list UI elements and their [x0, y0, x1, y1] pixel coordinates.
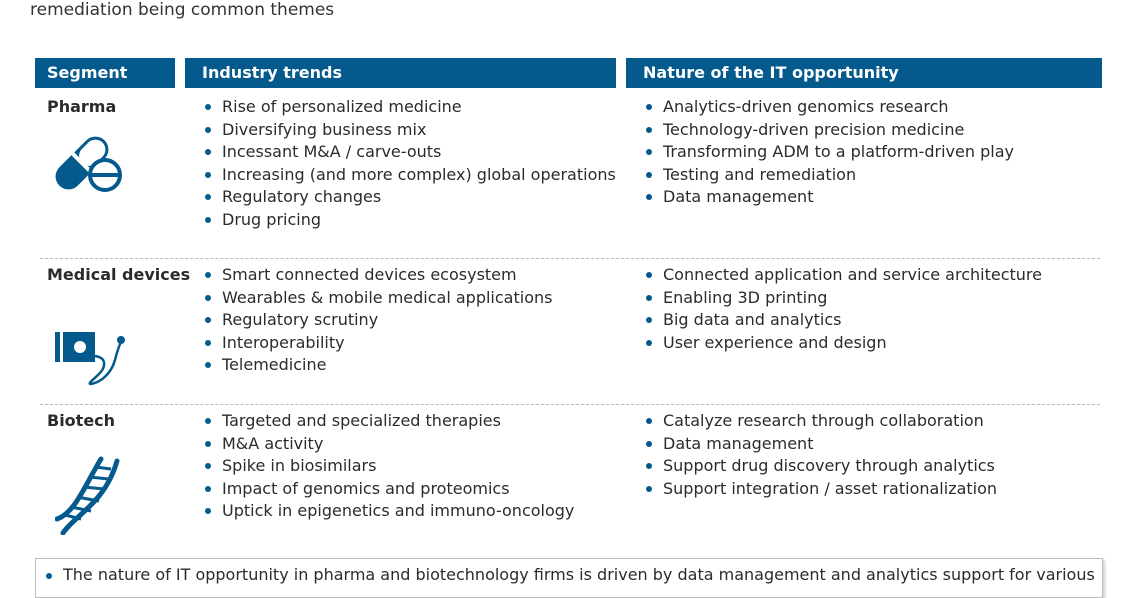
biotech-opportunities-list: Catalyze research through collaboration …: [644, 410, 997, 500]
row-divider: [40, 258, 1100, 259]
intro-text: remediation being common themes: [30, 0, 335, 20]
list-item: Enabling 3D printing: [644, 287, 1042, 310]
list-item: Support drug discovery through analytics: [644, 455, 997, 478]
list-item: M&A activity: [203, 433, 574, 456]
pharma-trends-list: Rise of personalized medicine Diversifyi…: [203, 96, 616, 231]
list-item: Smart connected devices ecosystem: [203, 264, 552, 287]
list-item: Interoperability: [203, 332, 552, 355]
list-item: Connected application and service archit…: [644, 264, 1042, 287]
list-item: Wearables & mobile medical applications: [203, 287, 552, 310]
segment-medical-devices: Medical devices: [47, 265, 191, 284]
list-item: Regulatory scrutiny: [203, 309, 552, 332]
segment-biotech: Biotech: [47, 411, 116, 430]
list-item: Increasing (and more complex) global ope…: [203, 164, 616, 187]
footnote-text: The nature of IT opportunity in pharma a…: [63, 565, 1095, 584]
list-item: Uptick in epigenetics and immuno-oncolog…: [203, 500, 574, 523]
list-item: Testing and remediation: [644, 164, 1014, 187]
list-item: Drug pricing: [203, 209, 616, 232]
header-industry-trends: Industry trends: [185, 58, 616, 88]
list-item: Telemedicine: [203, 354, 552, 377]
list-item: Rise of personalized medicine: [203, 96, 616, 119]
list-item: Data management: [644, 433, 997, 456]
list-item: User experience and design: [644, 332, 1042, 355]
list-item: Impact of genomics and proteomics: [203, 478, 574, 501]
list-item: Catalyze research through collaboration: [644, 410, 997, 433]
biotech-trends-list: Targeted and specialized therapies M&A a…: [203, 410, 574, 523]
list-item: Transforming ADM to a platform-driven pl…: [644, 141, 1014, 164]
header-segment: Segment: [35, 58, 175, 88]
dna-helix-icon: [54, 455, 125, 539]
list-item: Support integration / asset rationalizat…: [644, 478, 997, 501]
list-item: Regulatory changes: [203, 186, 616, 209]
list-item: Analytics-driven genomics research: [644, 96, 1014, 119]
footnote-box: The nature of IT opportunity in pharma a…: [35, 558, 1103, 598]
list-item: Data management: [644, 186, 1014, 209]
bullet-icon: [46, 573, 52, 579]
medical-devices-trends-list: Smart connected devices ecosystem Wearab…: [203, 264, 552, 377]
header-it-opportunity: Nature of the IT opportunity: [626, 58, 1102, 88]
list-item: Spike in biosimilars: [203, 455, 574, 478]
list-item: Technology-driven precision medicine: [644, 119, 1014, 142]
medical-devices-opportunities-list: Connected application and service archit…: [644, 264, 1042, 354]
segment-pharma: Pharma: [47, 97, 117, 116]
list-item: Incessant M&A / carve-outs: [203, 141, 616, 164]
list-item: Big data and analytics: [644, 309, 1042, 332]
row-divider: [40, 404, 1100, 405]
pill-capsule-icon: [52, 133, 127, 199]
pharma-opportunities-list: Analytics-driven genomics research Techn…: [644, 96, 1014, 209]
medical-device-icon: [53, 330, 128, 390]
list-item: Targeted and specialized therapies: [203, 410, 574, 433]
list-item: Diversifying business mix: [203, 119, 616, 142]
